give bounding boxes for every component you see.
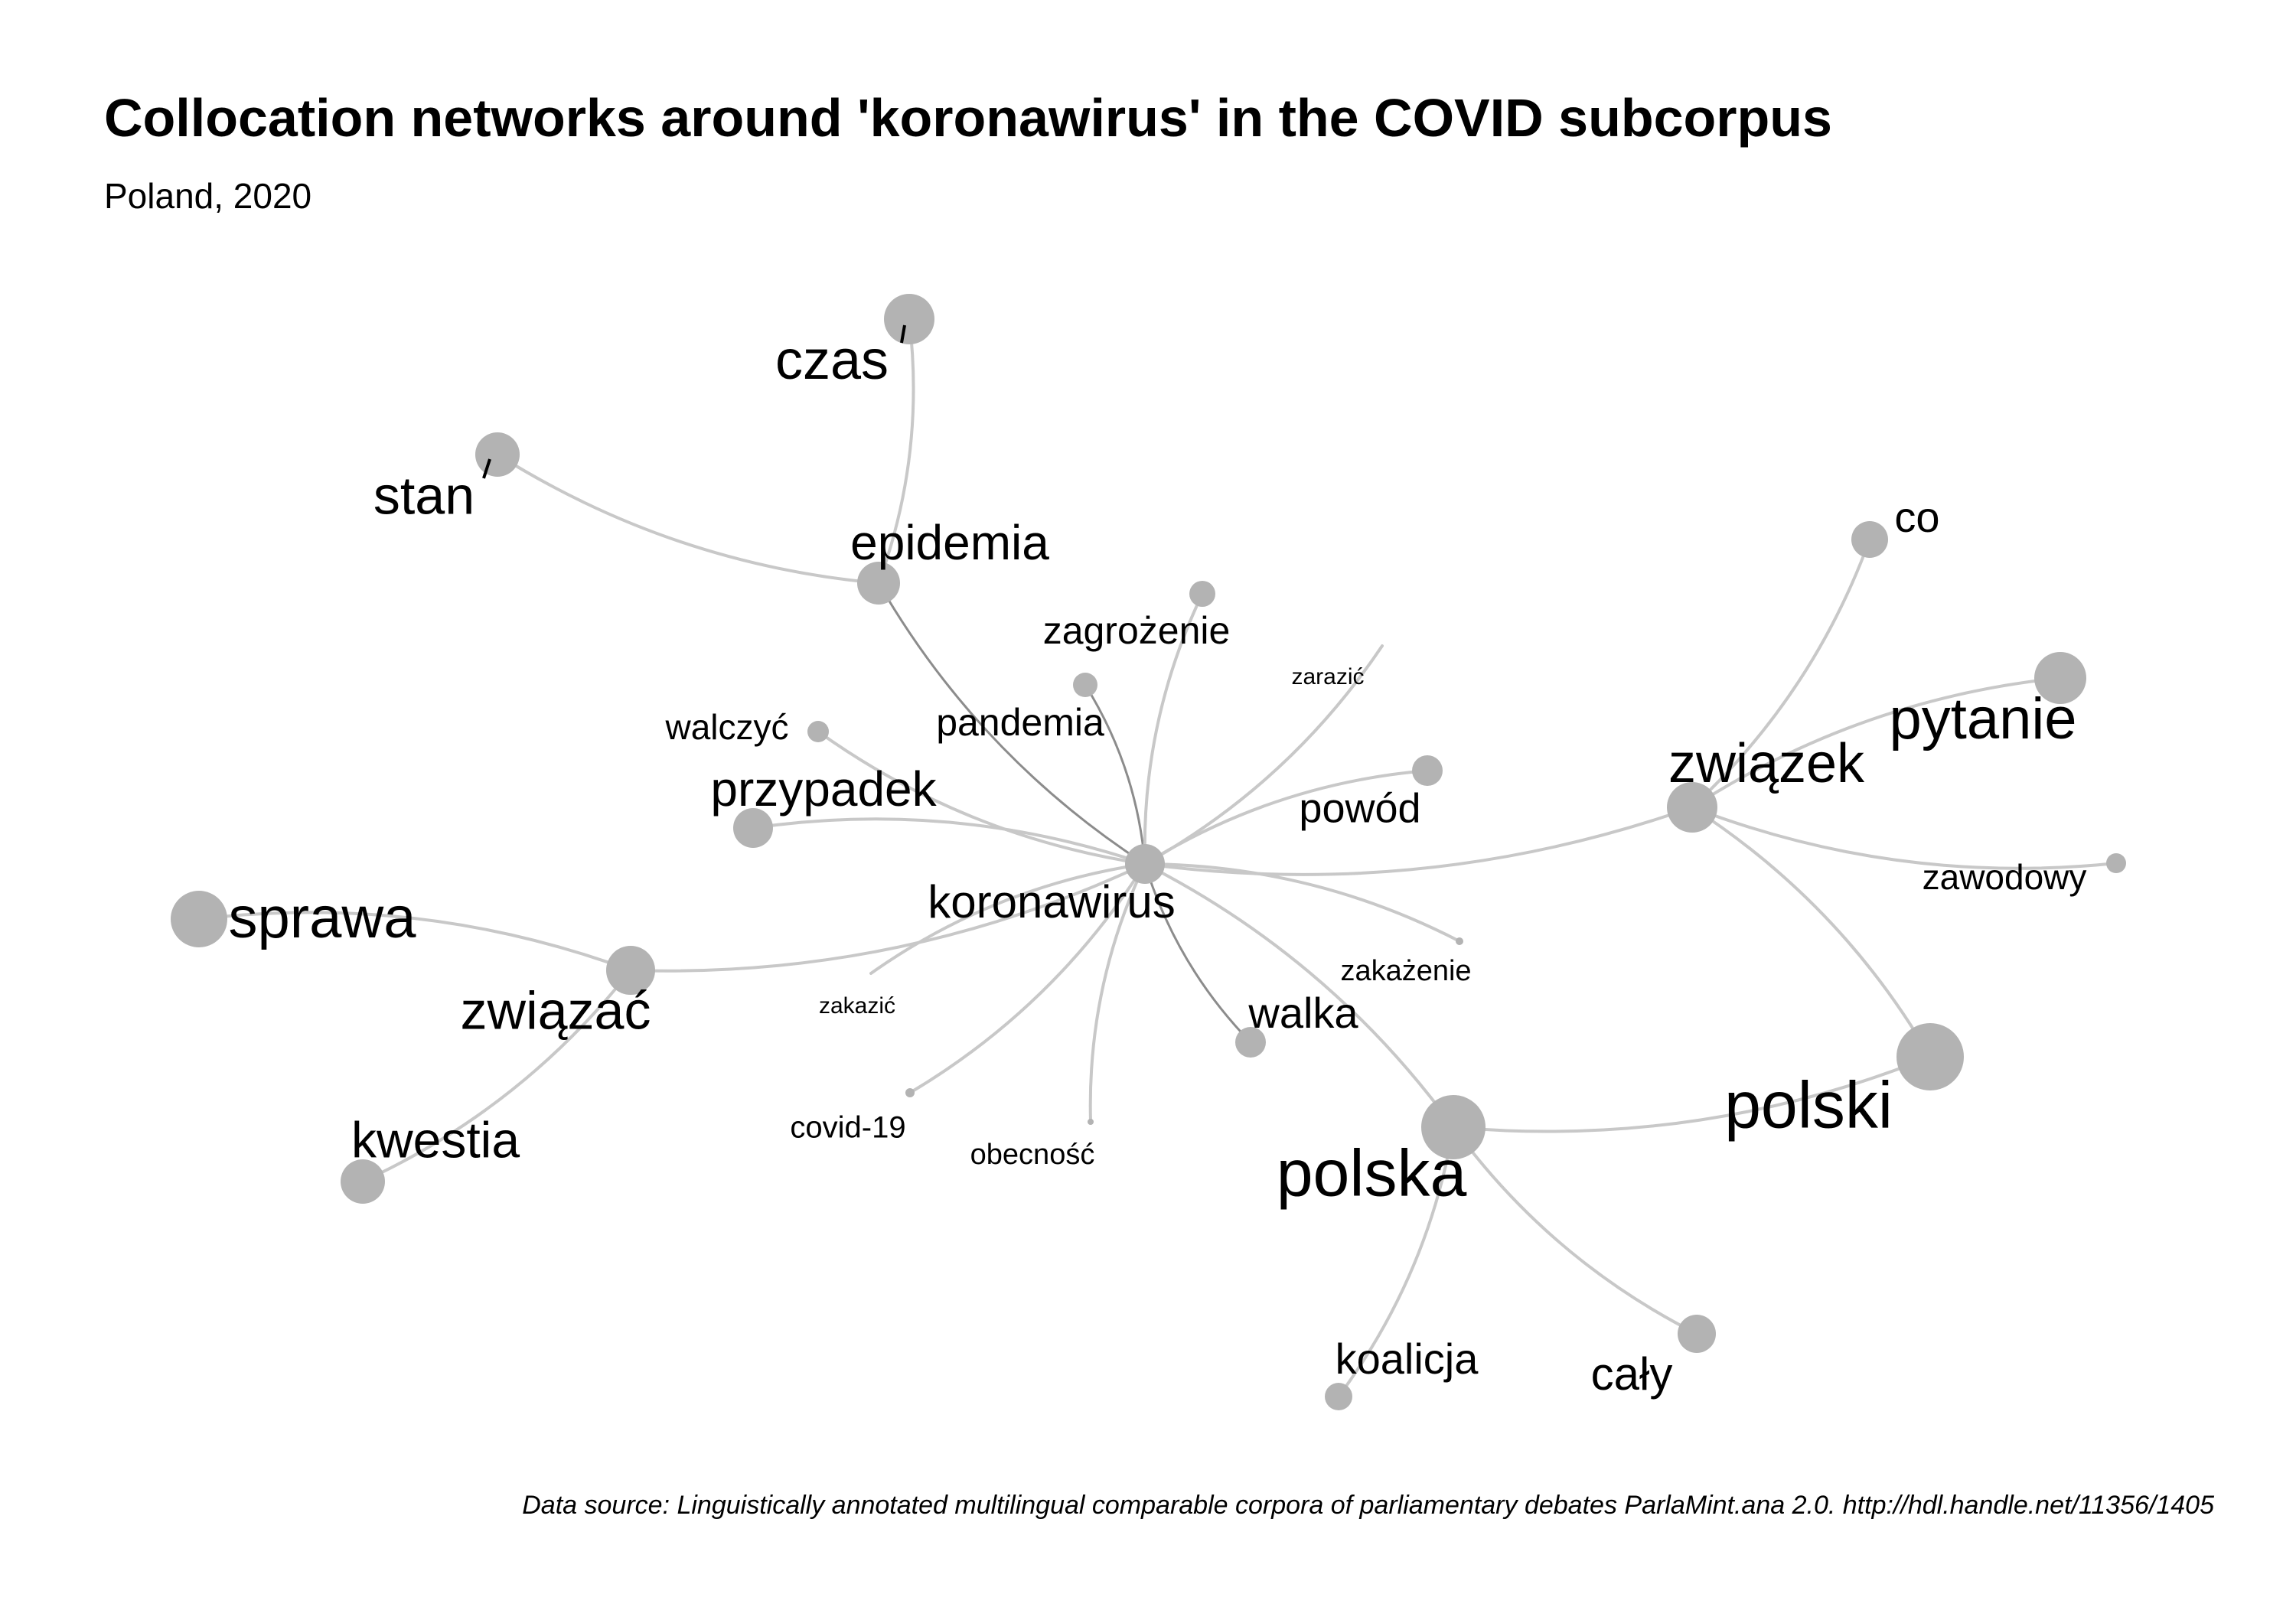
edge-koronawirus-zakazic (869, 862, 1146, 975)
edge-koronawirus-powod (1143, 769, 1429, 865)
node-epidemia (857, 562, 900, 605)
network-edges (197, 318, 2118, 1398)
node-label-zarazic: zarazić (1291, 664, 1364, 689)
node-label-covid19: covid-19 (790, 1111, 905, 1145)
node-pandemia (1073, 673, 1097, 697)
edge-zwiazac-kwestia (361, 969, 632, 1183)
edge-zwiazek-polski (1691, 806, 1932, 1058)
node-label-stan: stan (373, 465, 475, 525)
node-polska (1421, 1095, 1486, 1159)
node-koalicja (1325, 1383, 1352, 1410)
node-label-polska: polska (1277, 1137, 1467, 1211)
node-label-zagrozenie: zagrożenie (1043, 609, 1231, 652)
edge-polska-koalicja (1337, 1126, 1455, 1398)
edge-koronawirus-przypadek (752, 817, 1146, 865)
edge-zwiazek-co (1691, 538, 1871, 809)
edge-epidemia-stan (496, 453, 880, 585)
edge-koronawirus-zakazenie (1143, 862, 1461, 943)
edge-koronawirus-pandemia (1084, 683, 1146, 865)
node-przypadek (733, 808, 773, 848)
edge-koronawirus-zagrozenie (1143, 592, 1204, 865)
node-zwiazac (606, 946, 655, 995)
node-pytanie (2034, 652, 2086, 704)
node-label-co: co (1894, 493, 1939, 541)
node-covid19 (905, 1088, 915, 1097)
network-nodes (171, 294, 2126, 1410)
node-caly (1678, 1315, 1716, 1353)
edge-zwiazek-zawodowy (1691, 806, 2118, 870)
network-labels: koronawirus czas stan epidemia zagrożenie zar… (229, 324, 2087, 1400)
node-stan (475, 432, 520, 477)
node-label-epidemia: epidemia (850, 515, 1049, 570)
data-source-caption: Data source: Linguistically annotated mu… (522, 1491, 2214, 1520)
node-label-caly: cały (1591, 1348, 1673, 1400)
edge-koronawirus-obecnosc (1088, 862, 1146, 1123)
chart-subtitle: Poland, 2020 (104, 176, 311, 216)
node-co (1851, 521, 1888, 558)
edge-koronawirus-walka (1143, 862, 1252, 1044)
node-powod (1412, 755, 1443, 786)
node-label-zakazenie: zakażenie (1340, 955, 1471, 987)
chart-title: Collocation networks around 'koronawirus… (104, 88, 1832, 148)
node-label-zwiazac: związać (461, 980, 651, 1040)
edge-koronawirus-walczyc (817, 730, 1146, 865)
node-zakazenie (1456, 937, 1463, 945)
node-walka (1235, 1027, 1266, 1058)
node-sprawa (171, 891, 227, 947)
node-label-czas: czas (775, 330, 889, 391)
node-label-przypadek: przypadek (710, 761, 937, 817)
node-zwiazek (1667, 782, 1717, 833)
node-label-sprawa: sprawa (229, 885, 417, 950)
edge-zwiazek-pytanie (1691, 676, 2062, 809)
node-label-walczyc: walczyć (664, 707, 788, 747)
node-polski (1896, 1023, 1964, 1090)
node-koronawirus (1125, 844, 1165, 884)
node-label-walka: walka (1247, 989, 1358, 1037)
node-label-powod: powód (1299, 785, 1420, 831)
edge-zwiazac-sprawa (197, 911, 632, 972)
label-leader-stan (482, 458, 491, 479)
edge-koronawirus-polska (1143, 862, 1455, 1129)
node-obecnosc (1088, 1119, 1094, 1125)
node-label-pandemia: pandemia (936, 701, 1104, 744)
node-walczyc (807, 721, 829, 742)
node-zawodowy (2106, 853, 2126, 873)
node-label-kwestia: kwestia (351, 1111, 520, 1168)
node-label-zawodowy: zawodowy (1923, 857, 2087, 897)
node-label-zwiazek: związek (1668, 733, 1865, 794)
edge-koronawirus-zwiazek (1143, 806, 1694, 876)
edge-koronawirus-covid19 (908, 862, 1146, 1094)
node-label-koronawirus: koronawirus (928, 876, 1175, 927)
label-leader-czas (900, 324, 906, 344)
edge-polska-caly (1452, 1126, 1698, 1335)
node-label-pytanie: pytanie (1889, 686, 2076, 751)
edge-koronawirus-epidemia (877, 582, 1146, 865)
edge-koronawirus-zwiazac (629, 862, 1146, 973)
node-czas (884, 294, 934, 344)
node-kwestia (341, 1159, 385, 1204)
edge-polska-polski (1452, 1055, 1932, 1133)
node-label-zakazic: zakazić (819, 993, 895, 1019)
node-label-obecnosc: obecność (970, 1139, 1095, 1171)
node-zagrozenie (1189, 581, 1215, 607)
edge-epidemia-czas (877, 318, 915, 585)
node-label-polski: polski (1724, 1069, 1893, 1143)
node-label-koalicja: koalicja (1336, 1335, 1479, 1383)
